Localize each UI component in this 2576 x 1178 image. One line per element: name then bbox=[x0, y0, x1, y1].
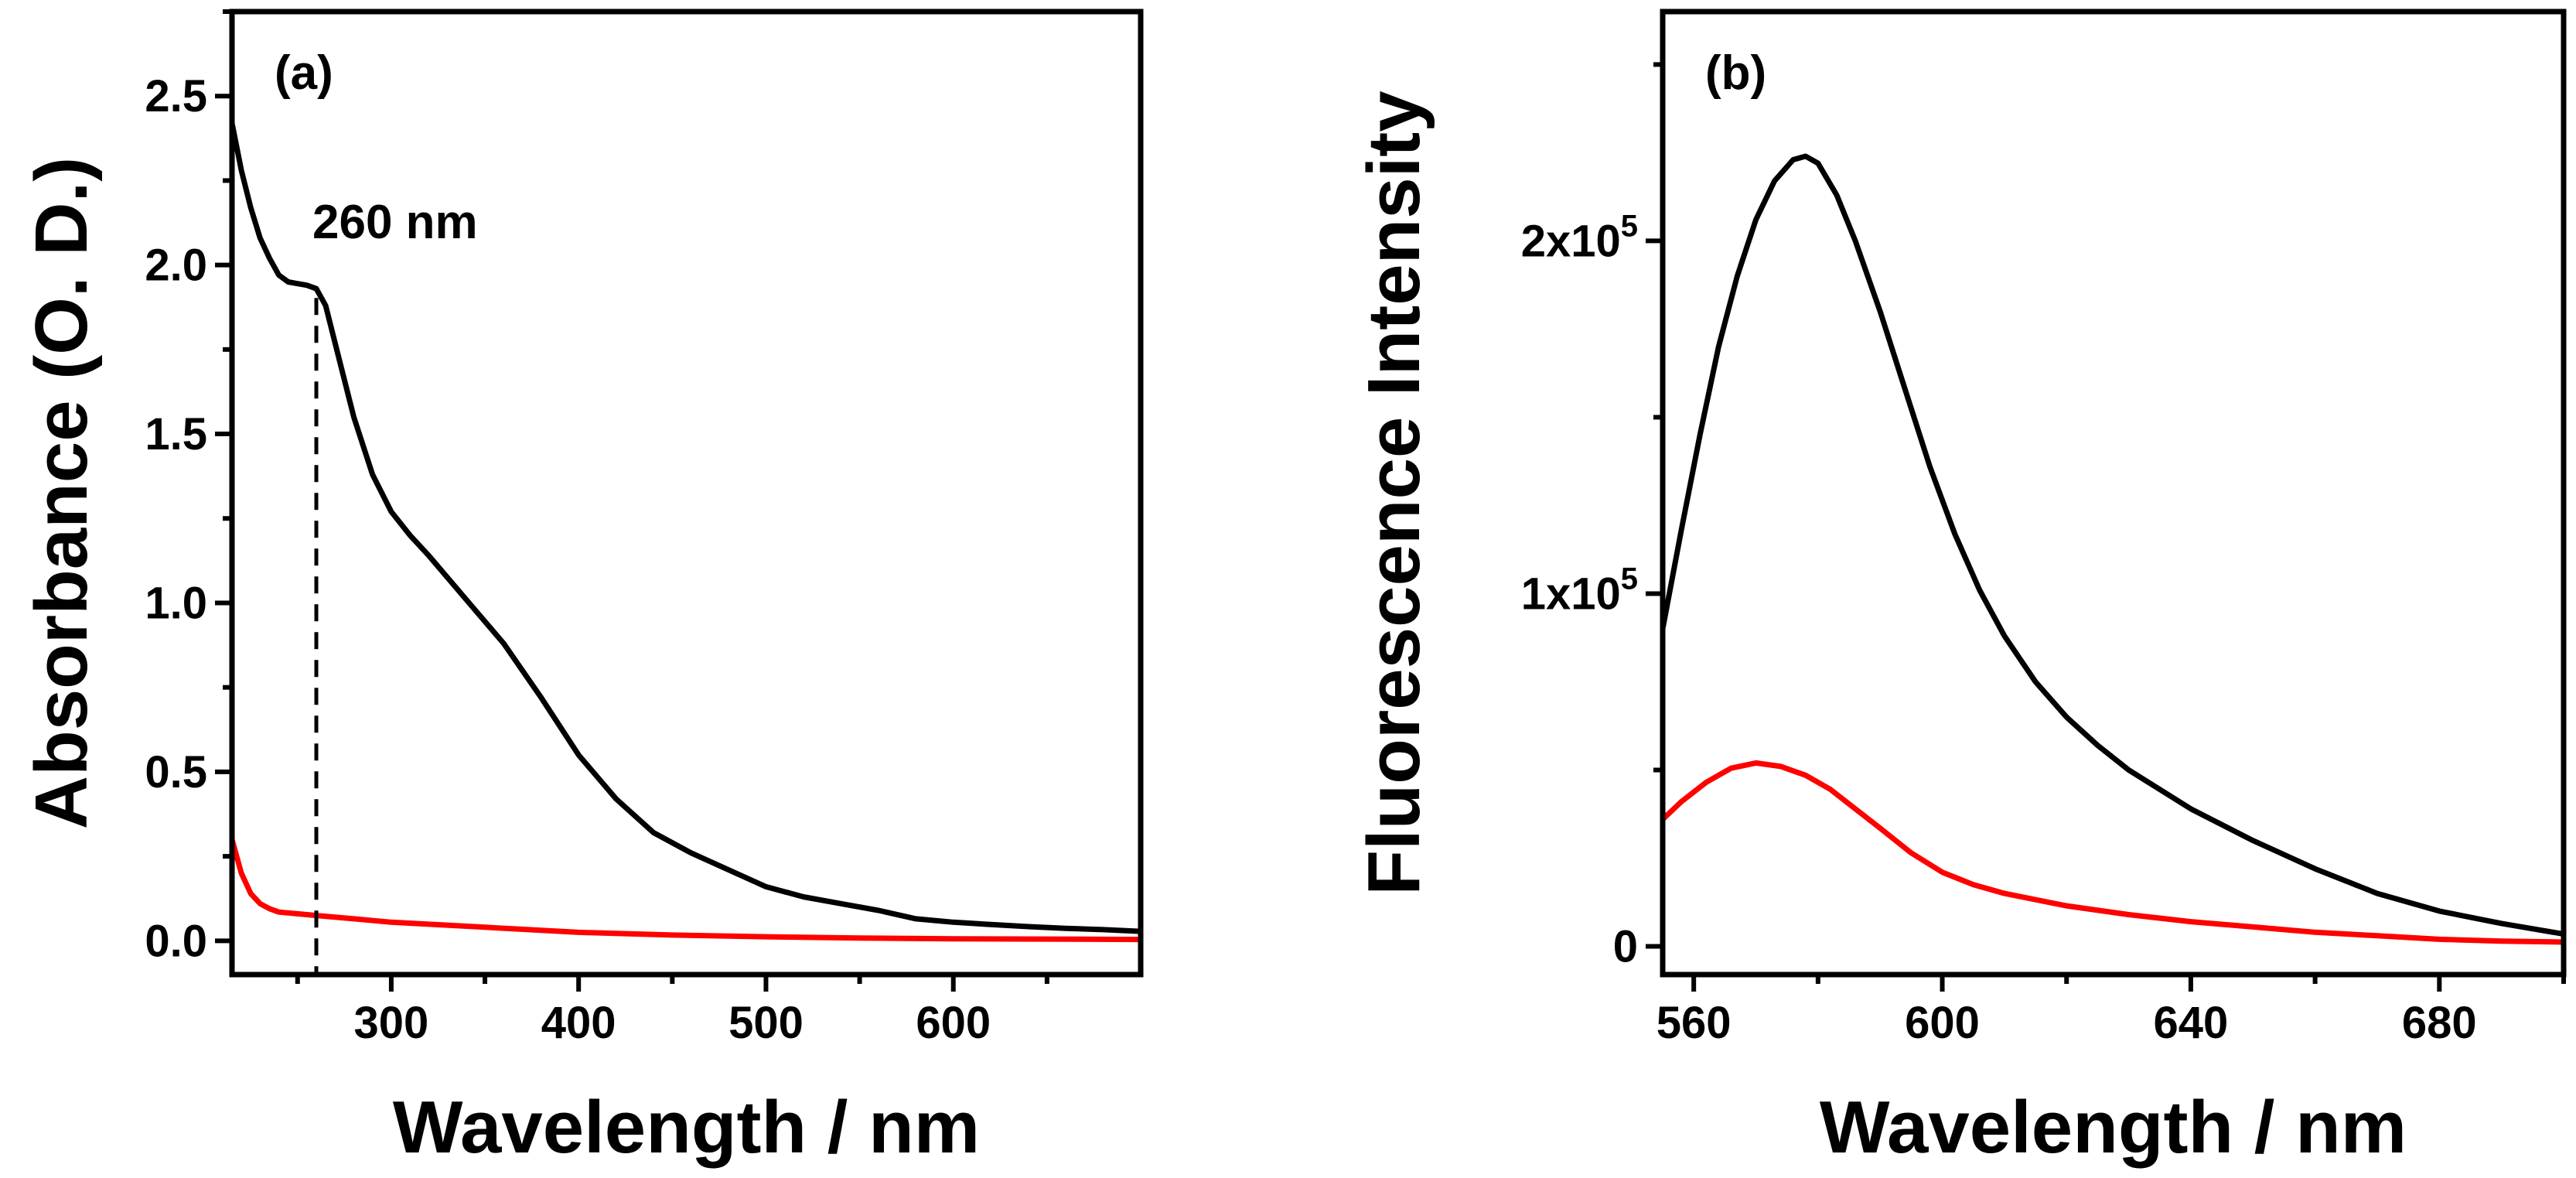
panel-b-y-tick-label: 2x105 bbox=[1521, 209, 1638, 266]
panel-b-y-tick-label: 1x105 bbox=[1521, 562, 1638, 619]
panel-a-ticks: 300 400 500 600 0.0 0.5 1.0 1.5 2.0 2.5 bbox=[145, 9, 1049, 1048]
panel-a-label: (a) bbox=[275, 46, 333, 100]
panel-a-x-tick-label: 500 bbox=[728, 998, 804, 1048]
panel-b-y-axis-title: Fluorescence Intensity bbox=[1353, 90, 1435, 895]
panel-a-series-black-line bbox=[232, 120, 1141, 934]
panel-a-y-tick-label: 1.5 bbox=[145, 409, 207, 459]
panel-a-x-axis-title: Wavelength / nm bbox=[393, 1086, 980, 1169]
panel-b-x-tick-label: 680 bbox=[2402, 998, 2477, 1048]
panel-a-plot-frame bbox=[229, 9, 1144, 978]
panel-b-x-tick-label: 640 bbox=[2154, 998, 2229, 1048]
panel-b-x-tick-label: 560 bbox=[1656, 998, 1732, 1048]
panel-a-y-tick-label: 1.0 bbox=[145, 578, 207, 628]
panel-a-y-tick-label: 2.5 bbox=[145, 71, 207, 121]
panel-b-y-tick-label: 0 bbox=[1613, 922, 1638, 972]
panel-b-x-tick-label: 600 bbox=[1905, 998, 1980, 1048]
panel-b-series-black-line bbox=[1663, 153, 2564, 937]
panel-a: 300 400 500 600 0.0 0.5 1.0 1.5 2.0 2.5 (a) 260 n… bbox=[20, 9, 1144, 1169]
panel-a-series-red-line bbox=[232, 836, 1141, 943]
panel-a-x-tick-label: 400 bbox=[541, 998, 616, 1048]
panel-a-x-tick-label: 600 bbox=[916, 998, 991, 1048]
panel-b-ticks: 560 600 640 680 0 1x105 2x105 bbox=[1521, 62, 2566, 1048]
panel-a-y-axis-title: Absorbance (O. D.) bbox=[20, 157, 103, 829]
panel-b-x-axis-title: Wavelength / nm bbox=[1820, 1086, 2407, 1169]
panel-a-y-tick-label: 0.0 bbox=[145, 916, 207, 966]
panel-a-annotation-260nm: 260 nm bbox=[312, 196, 478, 249]
panel-a-y-tick-label: 0.5 bbox=[145, 747, 207, 797]
panel-b-plot-frame bbox=[1660, 9, 2567, 978]
panel-a-series-group bbox=[232, 120, 1141, 943]
panel-a-x-tick-label: 300 bbox=[354, 998, 429, 1048]
panel-b: 560 600 640 680 0 1x105 2x105 (b) Wavelength /… bbox=[1353, 9, 2567, 1169]
panel-b-series-red-line bbox=[1663, 760, 2564, 945]
panel-b-series-group bbox=[1663, 153, 2564, 945]
panel-b-label: (b) bbox=[1705, 46, 1766, 100]
panel-a-y-tick-label: 2.0 bbox=[145, 241, 207, 291]
